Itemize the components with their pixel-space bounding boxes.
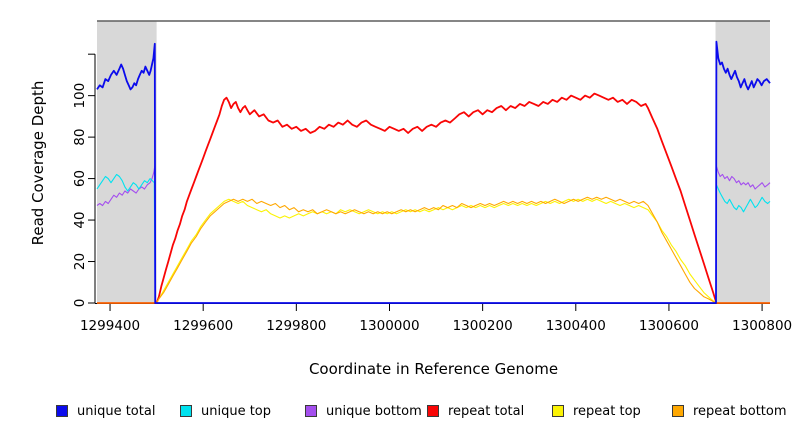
legend-label: unique top: [201, 403, 272, 419]
x-tick-label: 1299800: [266, 318, 326, 334]
x-tick-label: 1300200: [453, 318, 513, 334]
legend-label: unique total: [77, 403, 156, 419]
unique-bottom-swatch-icon: [305, 405, 317, 417]
y-tick-label: 100: [72, 83, 88, 109]
line-repeat-total: [97, 92, 770, 304]
x-tick-label: 1299400: [80, 318, 140, 334]
legend-label: unique bottom: [326, 403, 422, 419]
y-tick-label: 20: [72, 253, 88, 270]
repeat-total-swatch-icon: [427, 405, 439, 417]
x-tick-label: 1300600: [639, 318, 699, 334]
line-repeat-top: [97, 198, 770, 304]
y-tick-label: 60: [72, 170, 88, 187]
x-tick-label: 1299600: [173, 318, 233, 334]
x-tick-label: 1300400: [546, 318, 606, 334]
unique-top-swatch-icon: [180, 405, 192, 417]
legend-item-unique-top: unique top: [180, 401, 271, 421]
line-unique-total: [96, 40, 771, 304]
unique-total-swatch-icon: [56, 405, 68, 417]
line-repeat-bottom: [97, 196, 770, 304]
masked-region-left: [97, 21, 157, 303]
x-tick-label: 1300800: [732, 318, 792, 334]
y-tick-label: 40: [72, 211, 88, 228]
legend-label: repeat total: [448, 403, 525, 419]
legend-label: repeat bottom: [693, 403, 787, 419]
legend-item-unique-total: unique total: [56, 401, 155, 421]
x-axis-title: Coordinate in Reference Genome: [308, 360, 559, 378]
y-axis-title: Read Coverage Depth: [29, 80, 47, 246]
plot-area-svg: 0 20 40 60 80 100 1299400 1299600 1299800 1300000…: [72, 20, 792, 334]
legend-label: repeat top: [573, 403, 641, 419]
line-unique-top: [96, 173, 771, 304]
y-tick-label: 0: [72, 299, 88, 308]
legend-item-repeat-top: repeat top: [552, 401, 641, 421]
x-tick-label: 1300000: [359, 318, 419, 334]
legend: unique total unique top unique bottom re…: [0, 401, 792, 423]
legend-item-repeat-bottom: repeat bottom: [672, 401, 787, 421]
repeat-top-swatch-icon: [552, 405, 564, 417]
repeat-bottom-swatch-icon: [672, 405, 684, 417]
legend-item-unique-bottom: unique bottom: [305, 401, 422, 421]
legend-item-repeat-total: repeat total: [427, 401, 524, 421]
masked-region-right: [715, 21, 770, 303]
y-tick-label: 80: [72, 129, 88, 146]
